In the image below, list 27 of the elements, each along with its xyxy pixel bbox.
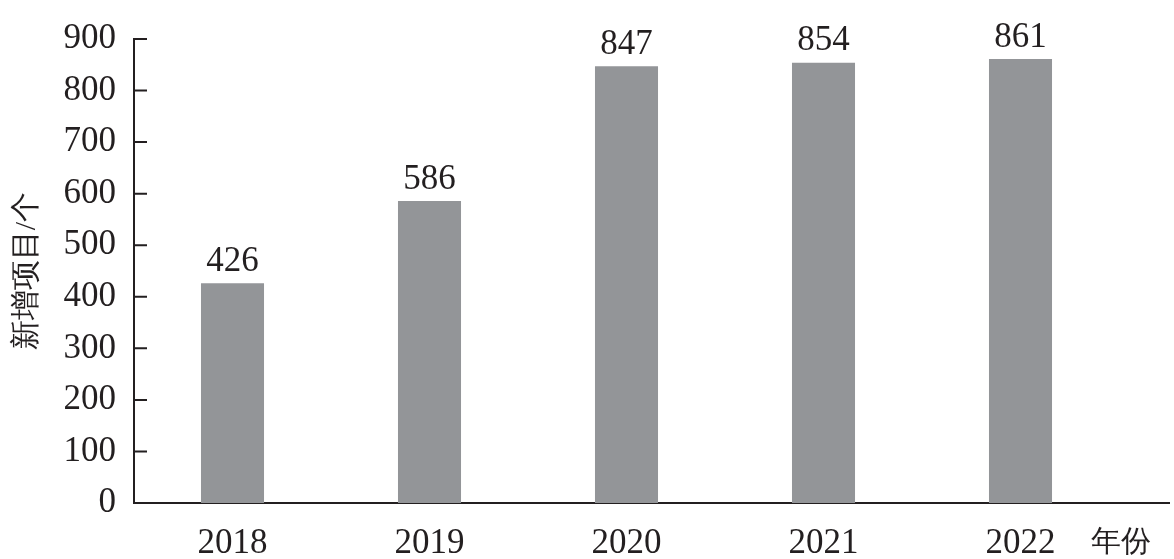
y-tick-label: 500 [63,223,116,263]
y-axis-title: 新增项目/个 [7,191,41,351]
bar [200,283,265,503]
y-tick-label: 400 [63,274,116,314]
data-label: 847 [600,23,653,63]
x-tick-label: 2020 [591,522,662,559]
y-tick-label: 700 [63,120,116,160]
x-tick-label: 2021 [788,522,859,559]
data-label: 586 [403,157,456,197]
x-tick-label: 2018 [197,522,268,559]
y-tick-label: 0 [98,481,116,521]
y-tick-label: 900 [63,17,116,57]
bar [791,62,856,503]
x-tick-label: 2019 [394,522,465,559]
y-tick-label: 800 [63,68,116,108]
x-tick-label: 2022 [985,522,1056,559]
x-axis-title: 年份 [1091,523,1151,557]
y-tick-label: 300 [63,326,116,366]
data-label: 854 [797,19,850,59]
y-tick-label: 100 [63,429,116,469]
y-tick-label: 200 [63,378,116,418]
data-label: 426 [206,240,259,280]
data-label: 861 [994,15,1047,55]
bar [397,200,462,503]
bar [988,59,1053,503]
y-tick-label: 600 [63,171,116,211]
bar [594,66,659,503]
